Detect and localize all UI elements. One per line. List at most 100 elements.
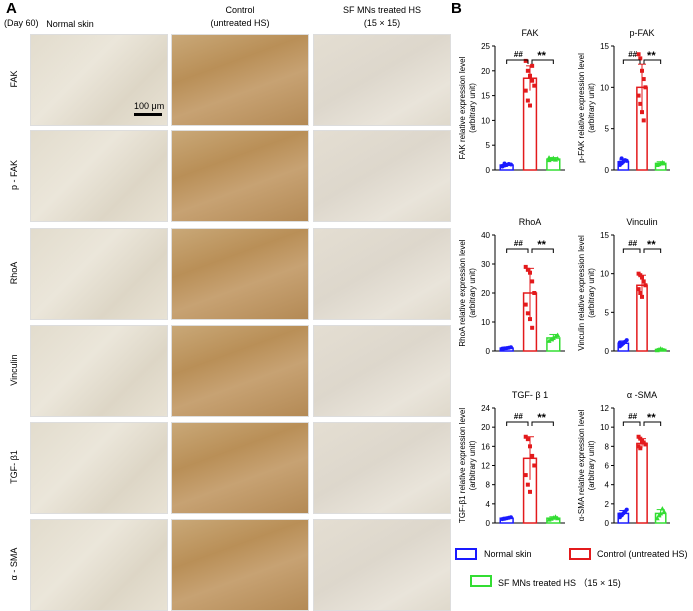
significance-bracket <box>643 59 662 64</box>
data-point <box>532 83 537 88</box>
micrograph-tile <box>171 228 309 320</box>
significance-label: ## <box>628 239 637 248</box>
y-tick-label: 0 <box>486 166 491 175</box>
micrograph-tile <box>171 519 309 611</box>
bar <box>636 442 648 524</box>
significance-bracket <box>531 421 554 426</box>
y-tick-label: 12 <box>481 462 490 471</box>
data-point <box>508 162 513 167</box>
micrograph-tile <box>30 228 168 320</box>
significance-label: ** <box>647 50 656 62</box>
data-point <box>641 118 646 123</box>
micrograph-tile <box>171 422 309 514</box>
y-tick-label: 15 <box>481 92 490 101</box>
data-point <box>640 68 644 73</box>
y-tick-label: 8 <box>486 481 491 490</box>
y-tick-label: 10 <box>481 116 490 125</box>
data-point <box>546 155 552 160</box>
data-point <box>502 161 507 166</box>
data-point <box>624 507 629 512</box>
data-point <box>658 510 664 516</box>
data-point <box>619 156 624 161</box>
chart-title: p-FAK <box>629 28 654 38</box>
data-point <box>523 434 528 439</box>
data-point <box>523 58 528 63</box>
data-point <box>638 273 643 278</box>
data-point <box>636 52 641 57</box>
data-point <box>654 515 660 521</box>
micrograph-tile <box>313 34 451 126</box>
data-point <box>552 334 558 339</box>
significance-bracket <box>622 248 641 253</box>
y-axis-label: p-FAK relative expression level <box>577 53 586 163</box>
y-tick-label: 5 <box>486 141 491 150</box>
data-point <box>638 56 643 61</box>
y-axis-label: (arbitrary unit) <box>468 83 477 133</box>
significance-bracket <box>506 248 529 253</box>
y-tick-label: 20 <box>481 423 490 432</box>
data-point <box>555 515 561 521</box>
significance-bracket <box>622 59 641 64</box>
y-axis-label: FAK relative expression level <box>458 56 467 159</box>
y-tick-label: 0 <box>486 519 491 528</box>
chart-title: Vinculin <box>626 217 657 227</box>
y-tick-label: 15 <box>600 231 609 240</box>
y-tick-label: 6 <box>605 462 610 471</box>
significance-bracket <box>643 248 662 253</box>
chart-title: FAK <box>521 28 538 38</box>
data-point <box>532 463 537 468</box>
data-point <box>525 482 530 487</box>
data-point <box>638 101 643 106</box>
data-point <box>624 158 629 163</box>
data-point <box>640 110 644 115</box>
data-point <box>638 446 643 451</box>
micrograph-tile <box>30 34 168 126</box>
y-tick-label: 40 <box>481 231 490 240</box>
micrograph-tile <box>171 34 309 126</box>
data-point <box>528 103 532 108</box>
y-axis-label: α-SMA relative expression level <box>577 409 586 521</box>
y-axis-label: TGF-β1 relative expression level <box>458 408 467 524</box>
significance-label: ** <box>647 412 656 424</box>
panel-b-letter: B <box>451 0 462 17</box>
data-point <box>525 267 530 272</box>
data-point <box>528 489 532 494</box>
data-point <box>530 63 535 68</box>
data-point <box>508 515 513 520</box>
y-axis-label: (arbitrary unit) <box>587 83 596 133</box>
y-axis-label: (arbitrary unit) <box>468 268 477 318</box>
y-tick-label: 30 <box>481 260 490 269</box>
y-tick-label: 24 <box>481 404 490 413</box>
data-point <box>523 302 528 307</box>
significance-label: ## <box>628 50 637 59</box>
significance-bracket <box>531 59 554 64</box>
scale-bar-label: 100 μm <box>134 101 165 111</box>
significance-label: ## <box>514 50 523 59</box>
data-point <box>528 73 532 78</box>
micrograph-tile <box>313 130 451 222</box>
data-point <box>661 509 667 514</box>
micrograph-tile <box>30 325 168 417</box>
data-point <box>641 77 646 82</box>
y-tick-label: 12 <box>600 404 609 413</box>
micrograph-tile <box>313 422 451 514</box>
data-point <box>532 291 537 295</box>
significance-bracket <box>506 59 529 64</box>
significance-label: ** <box>537 412 546 424</box>
data-point <box>528 270 532 275</box>
legend-label-control: Control (untreated HS) <box>597 549 688 559</box>
data-point <box>523 473 528 478</box>
data-point <box>617 512 622 517</box>
y-tick-label: 10 <box>600 83 609 92</box>
data-point <box>523 264 528 269</box>
y-axis-label: (arbitrary unit) <box>587 440 596 490</box>
data-point <box>661 160 667 166</box>
data-point <box>500 346 505 351</box>
micrograph-tile <box>30 130 168 222</box>
significance-label: ## <box>514 412 523 421</box>
data-point <box>643 283 648 288</box>
column-header-treated: SF MNs treated HS (15 × 15) <box>342 5 422 28</box>
data-point <box>636 93 641 98</box>
y-tick-label: 10 <box>600 270 609 279</box>
